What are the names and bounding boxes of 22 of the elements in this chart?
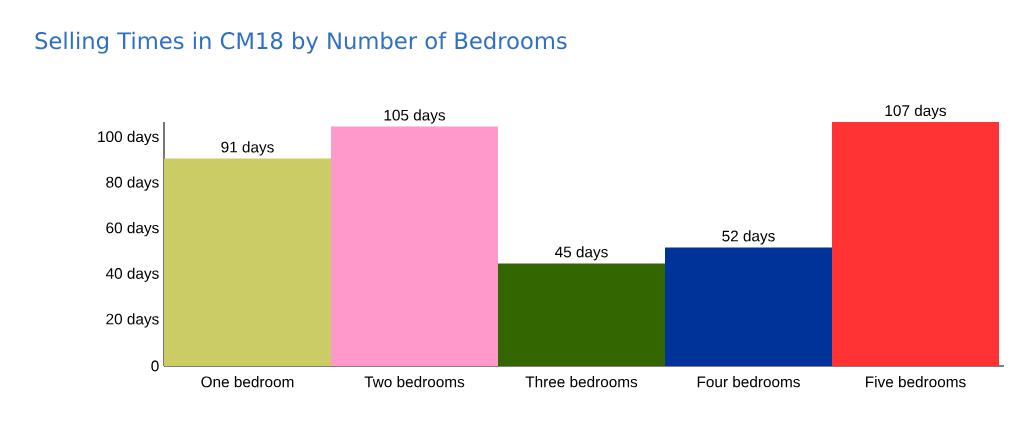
data-label: 52 days [722, 230, 775, 245]
chart-title: Selling Times in CM18 by Number of Bedrooms [35, 31, 567, 54]
bar [331, 126, 498, 366]
bar [498, 263, 666, 366]
y-tick-label: 40 days [105, 267, 159, 282]
y-tick-label: 20 days [106, 313, 159, 328]
data-label: 107 days [885, 104, 947, 120]
bar [665, 247, 832, 366]
data-label: 45 days [555, 246, 608, 261]
x-tick-label: Four bedrooms [697, 376, 800, 388]
bar [832, 122, 999, 366]
x-tick-label: Five bedrooms [866, 376, 966, 388]
bar [164, 158, 331, 366]
y-tick-label: 100 days [98, 130, 159, 146]
y-tick-label: 60 days [106, 222, 159, 237]
x-tick-label: Two bedrooms [364, 376, 465, 388]
x-tick-label: Three bedrooms [525, 376, 638, 388]
data-label: 91 days [221, 141, 274, 156]
y-tick-label: 80 days [106, 176, 159, 191]
y-tick-label: 0 [151, 360, 159, 372]
data-label: 105 days [384, 109, 446, 124]
x-tick-label: One bedroom [201, 376, 294, 388]
